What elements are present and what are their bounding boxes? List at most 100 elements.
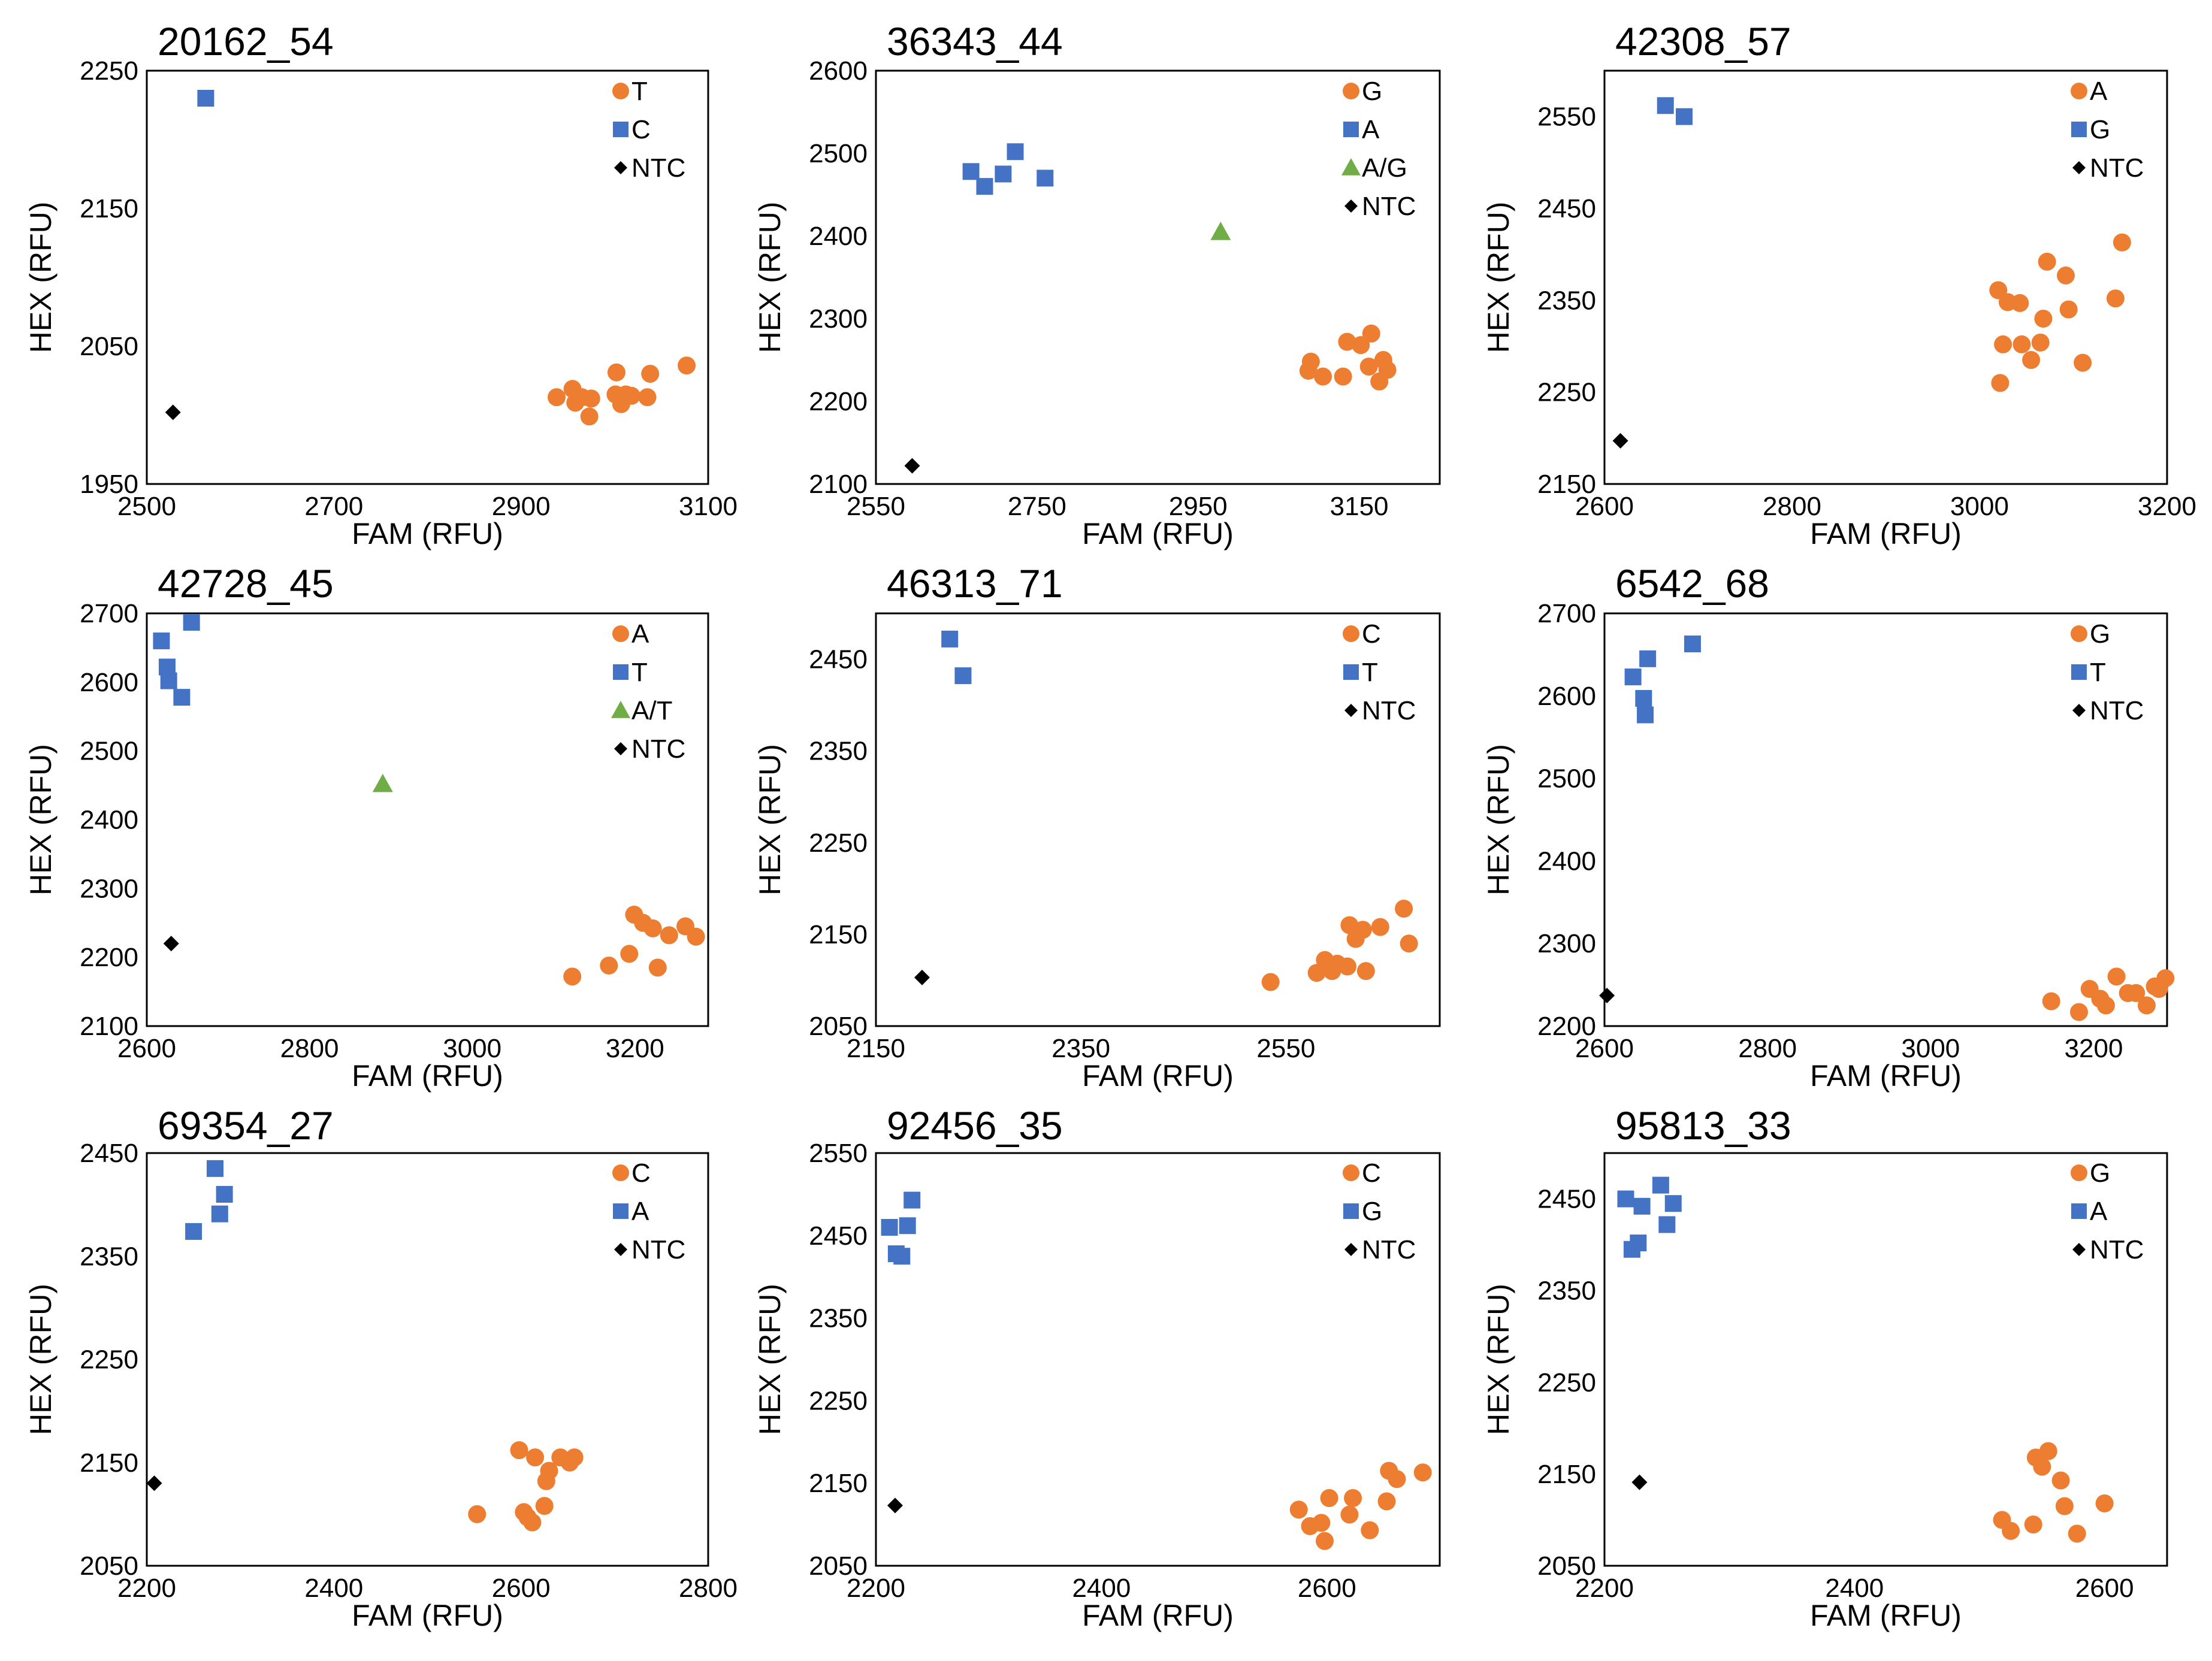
legend-label: T xyxy=(631,658,648,687)
data-point xyxy=(887,1497,903,1514)
legend-label: NTC xyxy=(2090,696,2144,725)
y-tick-label: 2100 xyxy=(809,470,868,499)
legend: GA A/G NTC xyxy=(1341,77,1416,221)
legend-label: A xyxy=(631,619,649,649)
data-point xyxy=(2011,294,2029,312)
y-tick-label: 2600 xyxy=(809,56,868,86)
scatter-panel-6542_68: 6542_68 2600 2800 3000 3200 2200 2300 2400 2500 2… xyxy=(1482,561,2175,1093)
data-point xyxy=(2055,1497,2074,1515)
data-point xyxy=(582,389,600,408)
series-NTC xyxy=(163,936,179,952)
legend-marker-circle xyxy=(1343,83,1359,99)
x-tick-label: 2800 xyxy=(1763,492,1821,521)
y-axis-label: HEX (RFU) xyxy=(1482,1284,1515,1435)
legend-label: NTC xyxy=(631,1235,685,1264)
series-A xyxy=(962,143,1054,195)
data-point xyxy=(1340,1505,1359,1524)
data-point xyxy=(1658,1216,1676,1233)
y-tick-label: 2250 xyxy=(1537,378,1596,407)
series-A xyxy=(1989,233,2131,392)
legend: TC NTC xyxy=(612,77,685,183)
panel-title: 69354_27 xyxy=(158,1103,334,1148)
plot-frame xyxy=(1603,1152,2168,1567)
data-point xyxy=(548,388,566,407)
legend-marker-triangle xyxy=(611,701,630,718)
x-tick-label: 2750 xyxy=(1008,492,1066,521)
series-A xyxy=(563,905,705,986)
x-tick-label: 3200 xyxy=(2138,492,2196,521)
plot-frame xyxy=(146,612,709,1027)
y-axis-label: HEX (RFU) xyxy=(24,1284,58,1435)
x-tick-label: 2600 xyxy=(492,1574,551,1603)
data-point xyxy=(185,1223,203,1240)
legend-label: NTC xyxy=(1362,696,1416,725)
x-axis-label: FAM (RFU) xyxy=(1810,1599,1962,1632)
y-tick-label: 2050 xyxy=(809,1012,868,1041)
data-point xyxy=(660,926,678,945)
x-tick-label: 2200 xyxy=(1575,1574,1634,1603)
data-point xyxy=(1362,324,1380,343)
x-tick-label: 3200 xyxy=(606,1034,664,1063)
legend-marker-square xyxy=(2071,122,2087,137)
data-point xyxy=(183,613,200,631)
series-C xyxy=(468,1441,584,1532)
data-point xyxy=(1312,1514,1331,1532)
y-tick-label: 2250 xyxy=(809,1386,868,1415)
series-T xyxy=(153,613,200,706)
x-tick-label: 2550 xyxy=(1256,1034,1315,1063)
legend: AT A/T NTC xyxy=(611,619,685,764)
data-point xyxy=(372,773,393,792)
legend-label: NTC xyxy=(1362,1235,1416,1264)
x-tick-label: 2800 xyxy=(679,1574,738,1603)
data-point xyxy=(2070,1003,2089,1021)
data-point xyxy=(1664,1195,1682,1212)
data-point xyxy=(1624,668,1642,686)
legend: CA NTC xyxy=(612,1158,685,1264)
series-T xyxy=(1624,635,1701,724)
data-point xyxy=(1356,962,1375,981)
x-axis-label: FAM (RFU) xyxy=(352,517,503,550)
data-point xyxy=(687,927,705,946)
data-point xyxy=(1617,1190,1634,1208)
plot-frame xyxy=(875,612,1441,1027)
data-point xyxy=(2039,1442,2057,1460)
data-point xyxy=(565,1448,584,1467)
y-tick-label: 2700 xyxy=(1537,599,1596,628)
plot-frame xyxy=(875,1152,1441,1567)
y-axis-label: HEX (RFU) xyxy=(24,202,58,353)
data-point xyxy=(1400,934,1418,953)
legend: GT NTC xyxy=(2071,619,2144,725)
data-point xyxy=(2096,996,2115,1015)
x-tick-label: 3150 xyxy=(1330,492,1389,521)
data-point xyxy=(2031,333,2050,352)
data-point xyxy=(1338,332,1356,351)
y-tick-label: 2050 xyxy=(809,1551,868,1581)
legend-label: NTC xyxy=(1362,192,1416,221)
legend-marker-square xyxy=(2071,664,2087,680)
data-point xyxy=(1320,1489,1338,1508)
legend-marker-diamond xyxy=(1344,1243,1358,1256)
legend-label: G xyxy=(2090,1158,2110,1188)
y-tick-label: 2050 xyxy=(1537,1551,1596,1581)
series-A xyxy=(185,1160,233,1240)
legend-marker-square xyxy=(613,122,628,137)
y-tick-label: 2400 xyxy=(1537,846,1596,876)
y-axis-label: HEX (RFU) xyxy=(753,202,787,353)
series-NTC xyxy=(914,969,930,985)
data-point xyxy=(1684,635,1701,652)
legend-marker-square xyxy=(613,1203,628,1219)
data-point xyxy=(641,365,660,383)
data-point xyxy=(903,1191,921,1209)
legend-marker-diamond xyxy=(2072,161,2086,174)
y-tick-label: 2500 xyxy=(809,139,868,168)
y-tick-label: 2350 xyxy=(809,1304,868,1333)
y-axis-label: HEX (RFU) xyxy=(1482,202,1515,353)
data-point xyxy=(197,90,214,107)
legend-label: A xyxy=(1362,115,1380,144)
legend-label: G xyxy=(2090,115,2110,144)
y-tick-label: 1950 xyxy=(80,470,138,499)
series-C xyxy=(197,90,214,107)
series-C xyxy=(1261,900,1418,991)
data-point xyxy=(2056,266,2075,285)
